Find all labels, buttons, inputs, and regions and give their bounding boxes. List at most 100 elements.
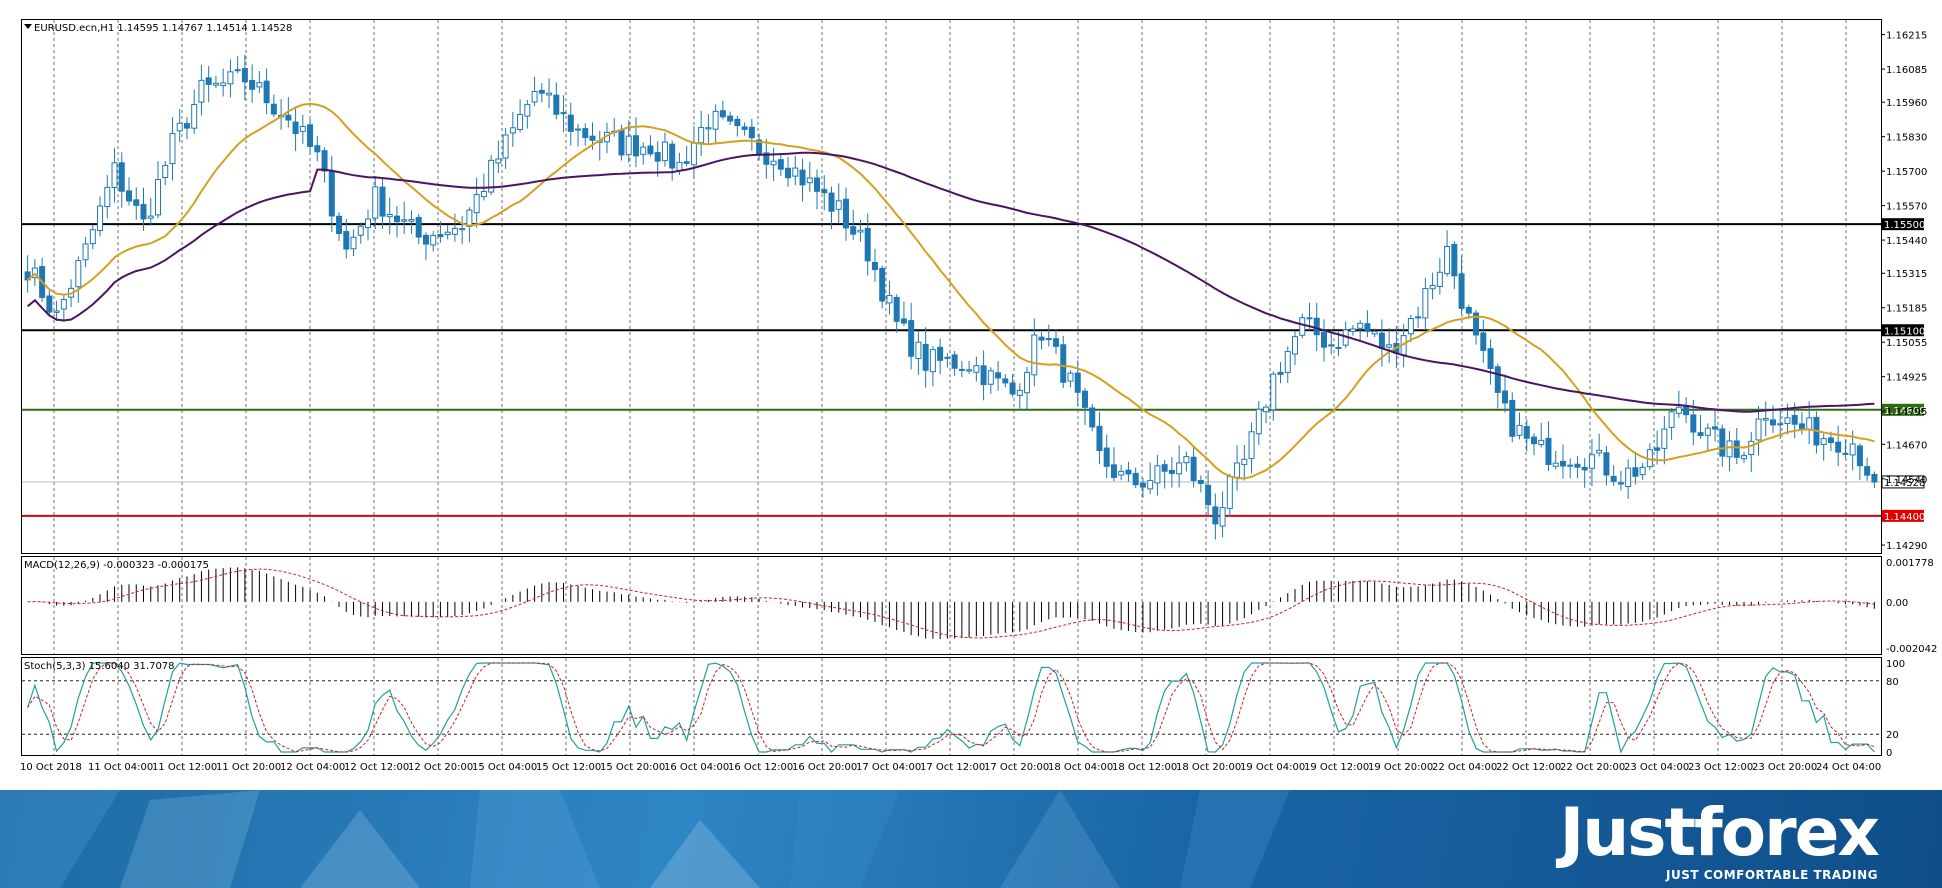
candle-body: [654, 152, 661, 162]
candle-body: [1248, 431, 1255, 460]
candle-body: [850, 226, 857, 235]
candle-body: [1205, 484, 1212, 506]
candle-body: [1661, 428, 1668, 449]
candle-body: [1632, 467, 1639, 477]
candle-body: [1219, 507, 1226, 527]
candle-body: [1755, 418, 1762, 441]
candle-body: [1712, 426, 1719, 430]
candle-body: [437, 234, 444, 238]
candle-body: [1125, 469, 1132, 475]
candle-body: [864, 227, 871, 262]
candle-body: [1371, 330, 1378, 335]
candle-body: [1668, 411, 1675, 428]
candle-body: [1581, 466, 1588, 471]
time-axis-label: 17 Oct 12:00: [920, 762, 985, 773]
price-axis-label: 1.15570: [1886, 202, 1927, 213]
candle-body: [118, 162, 125, 192]
candle-body: [1263, 406, 1270, 413]
candle-body: [1849, 443, 1856, 456]
time-axis-label: 15 Oct 04:00: [472, 762, 537, 773]
candle-body: [502, 134, 509, 159]
candle-body: [553, 94, 560, 115]
price-axis-label: 1.15830: [1886, 133, 1927, 144]
candle-body: [1074, 372, 1081, 393]
candle-body: [995, 372, 1002, 379]
candle-body: [835, 200, 842, 210]
candle-body: [191, 104, 198, 129]
candle-body: [966, 369, 973, 372]
candle-body: [133, 199, 140, 206]
macd-axis-label: 0.00: [1886, 598, 1908, 609]
collapse-triangle-icon[interactable]: [24, 24, 32, 29]
candle-body: [1842, 452, 1849, 455]
candle-body: [415, 216, 422, 238]
candle-body: [1444, 245, 1451, 275]
time-axis-label: 15 Oct 20:00: [600, 762, 665, 773]
candle-body: [792, 167, 799, 177]
candle-body: [1798, 423, 1805, 430]
trading-chart: 1.15500 1.15100 1.14800 1.14400 1.14528 1.162…: [20, 19, 1938, 773]
price-axis-label: 1.14290: [1886, 541, 1927, 552]
candle-body: [473, 194, 480, 214]
candle-body: [980, 365, 987, 386]
candle-body: [357, 225, 364, 236]
level-price-tag: [1882, 509, 1924, 522]
candle-body: [1451, 243, 1458, 277]
candle-body: [336, 215, 343, 235]
candle-body: [1523, 426, 1530, 439]
candle-body: [748, 126, 755, 139]
candle-body: [1089, 407, 1096, 428]
time-axis-label: 15 Oct 12:00: [536, 762, 601, 773]
candle-body: [669, 143, 676, 169]
stoch-axis-label: 20: [1886, 730, 1899, 741]
candle-body: [1168, 469, 1175, 474]
candle-body: [777, 159, 784, 170]
price-pane: [21, 19, 1882, 554]
candle-body: [922, 343, 929, 371]
candle-body: [451, 227, 458, 235]
candle-body: [227, 71, 234, 85]
time-axis-label: 16 Oct 04:00: [664, 762, 729, 773]
price-axis-label: 1.16215: [1886, 31, 1927, 42]
price-axis-label: 1.14670: [1886, 440, 1927, 451]
price-axis-label: 1.15185: [1886, 304, 1927, 315]
candle-body: [82, 243, 89, 261]
justforex-logo: Justforex: [1559, 794, 1880, 871]
time-axis-label: 23 Oct 12:00: [1688, 762, 1753, 773]
candle-body: [1733, 440, 1740, 458]
candle-body: [249, 79, 256, 90]
price-axis-label: 1.15960: [1886, 98, 1927, 109]
candle-body: [1132, 472, 1139, 486]
candle-body: [408, 219, 415, 222]
candle-body: [908, 320, 915, 357]
time-axis-label: 12 Oct 04:00: [280, 762, 345, 773]
candle-body: [1328, 344, 1335, 347]
candle-body: [1118, 470, 1125, 476]
candle-body: [661, 141, 668, 162]
candle-body: [1284, 351, 1291, 373]
time-axis-label: 19 Oct 04:00: [1240, 762, 1305, 773]
candle-body: [1856, 445, 1863, 467]
candle-body: [154, 179, 161, 216]
candle-body: [256, 82, 263, 88]
candle-body: [517, 114, 524, 131]
candle-body: [1769, 419, 1776, 426]
candle-body: [1292, 336, 1299, 355]
time-axis-label: 22 Oct 12:00: [1496, 762, 1561, 773]
time-axis-label: 18 Oct 12:00: [1112, 762, 1177, 773]
candle-body: [292, 121, 299, 134]
candle-body: [1502, 390, 1509, 404]
candle-body: [524, 103, 531, 117]
time-axis-label: 18 Oct 04:00: [1048, 762, 1113, 773]
candle-body: [531, 90, 538, 103]
candle-body: [1567, 464, 1574, 467]
candle-body: [770, 160, 777, 166]
time-axis-label: 19 Oct 20:00: [1368, 762, 1433, 773]
candle-body: [676, 161, 683, 171]
candle-body: [886, 294, 893, 304]
candle-body: [104, 186, 111, 208]
candle-body: [234, 69, 241, 72]
stoch-signal-line: [27, 662, 1875, 753]
candle-body: [241, 68, 248, 83]
price-axis-label: 1.15055: [1886, 338, 1927, 349]
